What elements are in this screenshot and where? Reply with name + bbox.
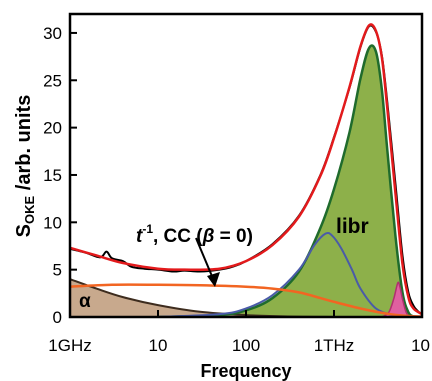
x-tick-label: 10 xyxy=(411,336,430,355)
x-tick-label: 1THz xyxy=(314,336,355,355)
cc-annotation-sup: -1 xyxy=(142,222,153,236)
alpha-label: α xyxy=(79,291,91,312)
y-tick-label: 30 xyxy=(43,24,62,43)
y-axis-title-main: S xyxy=(13,224,35,237)
x-tick-label: 1GHz xyxy=(48,336,91,355)
cc-annotation-t: t xyxy=(136,226,143,247)
y-tick-label: 5 xyxy=(53,261,62,280)
y-tick-label: 20 xyxy=(43,119,62,138)
band-line xyxy=(157,231,396,317)
x-tick-label: 100 xyxy=(232,336,260,355)
cc-arrow-line xyxy=(195,237,215,282)
libr-label: libr xyxy=(336,215,369,238)
series-lines xyxy=(70,23,422,317)
libr-line xyxy=(157,44,415,317)
cc-arrow-head xyxy=(207,272,220,287)
alpha-fill xyxy=(70,279,334,317)
y-tick-label: 15 xyxy=(43,166,62,185)
y-tick-label: 0 xyxy=(53,308,62,327)
y-axis-title-rest: /arb. units xyxy=(13,95,35,196)
cc-annotation-beta: β xyxy=(202,226,215,247)
cc-annotation: t-1, CC (β = 0) xyxy=(136,222,253,247)
x-axis-title: Frequency xyxy=(200,361,291,381)
component-fills xyxy=(70,45,414,317)
libr-fill xyxy=(158,45,414,317)
fit-total-line xyxy=(70,23,422,316)
cc-line xyxy=(70,283,422,317)
y-axis-title: SOKE /arb. units xyxy=(13,95,37,238)
cc-annotation-rest: , CC ( xyxy=(153,226,203,247)
y-axis-title-sub: OKE xyxy=(22,195,37,224)
x-axis-ticks: 1GHz 10 100 1THz 10 xyxy=(48,310,430,355)
high-band-fill xyxy=(381,282,410,317)
x-tick-label: 10 xyxy=(149,336,168,355)
y-tick-label: 25 xyxy=(43,71,62,90)
y-axis-ticks: 0 5 10 15 20 25 30 xyxy=(43,24,77,327)
cc-annotation-end: = 0) xyxy=(214,226,253,247)
high-band-line xyxy=(381,281,411,317)
y-tick-label: 10 xyxy=(43,213,62,232)
